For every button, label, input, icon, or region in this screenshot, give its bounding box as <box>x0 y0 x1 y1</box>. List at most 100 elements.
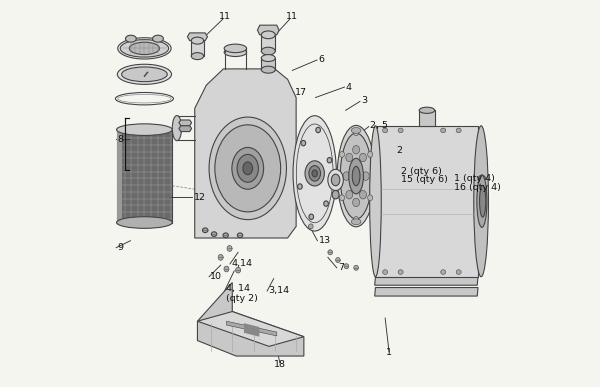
Ellipse shape <box>209 117 286 220</box>
Ellipse shape <box>398 128 403 133</box>
Ellipse shape <box>456 128 461 133</box>
Ellipse shape <box>118 38 171 59</box>
Ellipse shape <box>351 219 361 224</box>
Ellipse shape <box>309 166 320 181</box>
Ellipse shape <box>309 214 314 219</box>
Polygon shape <box>376 126 478 277</box>
Text: 18: 18 <box>274 360 286 369</box>
Ellipse shape <box>362 172 369 180</box>
Ellipse shape <box>440 270 446 274</box>
Text: 4,14: 4,14 <box>231 259 252 269</box>
Ellipse shape <box>354 265 358 270</box>
Polygon shape <box>244 323 259 337</box>
Ellipse shape <box>120 40 169 57</box>
Ellipse shape <box>340 195 344 200</box>
Polygon shape <box>116 130 172 223</box>
Ellipse shape <box>172 115 182 140</box>
Ellipse shape <box>224 266 229 272</box>
Ellipse shape <box>130 42 160 55</box>
Text: (qty 2): (qty 2) <box>226 294 257 303</box>
Ellipse shape <box>368 195 373 200</box>
Ellipse shape <box>227 246 232 252</box>
Text: 9: 9 <box>118 243 124 252</box>
Ellipse shape <box>211 232 217 236</box>
Ellipse shape <box>398 270 403 274</box>
Ellipse shape <box>261 47 275 55</box>
Ellipse shape <box>346 190 353 199</box>
Ellipse shape <box>331 174 340 186</box>
Ellipse shape <box>440 128 446 133</box>
Polygon shape <box>197 283 304 356</box>
Ellipse shape <box>215 125 281 212</box>
Ellipse shape <box>237 154 259 182</box>
Text: 4: 4 <box>346 82 352 92</box>
Text: 2 (qty 6): 2 (qty 6) <box>401 166 442 176</box>
Ellipse shape <box>261 55 275 62</box>
Ellipse shape <box>125 35 136 42</box>
Text: 1 (qty 4): 1 (qty 4) <box>454 173 495 183</box>
Ellipse shape <box>261 66 275 73</box>
Text: 10: 10 <box>210 272 222 281</box>
Ellipse shape <box>312 170 317 177</box>
Bar <box>191 41 203 56</box>
Ellipse shape <box>236 267 241 273</box>
Polygon shape <box>116 130 122 223</box>
Ellipse shape <box>340 151 344 157</box>
Ellipse shape <box>337 125 375 227</box>
Ellipse shape <box>359 190 367 199</box>
Bar <box>261 58 275 70</box>
Ellipse shape <box>346 153 353 162</box>
Ellipse shape <box>383 128 388 133</box>
Ellipse shape <box>332 190 339 199</box>
Polygon shape <box>179 120 191 126</box>
Text: 2, 5: 2, 5 <box>370 121 388 130</box>
Ellipse shape <box>343 172 350 180</box>
Polygon shape <box>187 33 208 41</box>
Text: 3: 3 <box>361 96 367 105</box>
Ellipse shape <box>335 258 340 262</box>
Ellipse shape <box>301 140 305 146</box>
Ellipse shape <box>324 201 328 206</box>
Ellipse shape <box>370 126 381 277</box>
Text: 13: 13 <box>319 236 331 245</box>
Polygon shape <box>195 69 296 238</box>
Ellipse shape <box>191 53 203 60</box>
Ellipse shape <box>116 124 172 135</box>
Ellipse shape <box>223 233 229 238</box>
Ellipse shape <box>327 158 332 163</box>
Ellipse shape <box>116 217 172 228</box>
Text: 8: 8 <box>118 135 124 144</box>
Ellipse shape <box>202 228 208 233</box>
Text: 15 (qty 6): 15 (qty 6) <box>401 175 448 185</box>
Ellipse shape <box>352 166 360 186</box>
Ellipse shape <box>316 127 320 133</box>
Ellipse shape <box>419 107 434 113</box>
Ellipse shape <box>218 255 223 260</box>
Polygon shape <box>179 126 191 132</box>
Polygon shape <box>374 288 478 296</box>
Ellipse shape <box>118 64 172 84</box>
Ellipse shape <box>474 126 488 277</box>
Ellipse shape <box>353 216 359 222</box>
Text: 1: 1 <box>386 348 392 358</box>
Text: 7: 7 <box>338 263 344 272</box>
Ellipse shape <box>351 128 361 133</box>
Ellipse shape <box>238 233 243 238</box>
Text: 16 (qty 4): 16 (qty 4) <box>454 183 501 192</box>
Text: 3,14: 3,14 <box>268 286 289 295</box>
Ellipse shape <box>479 185 486 217</box>
Ellipse shape <box>152 35 163 42</box>
Ellipse shape <box>456 270 461 274</box>
Text: 12: 12 <box>194 193 206 202</box>
Ellipse shape <box>293 116 337 231</box>
Bar <box>261 35 275 51</box>
Ellipse shape <box>308 224 313 229</box>
Polygon shape <box>257 25 279 35</box>
Text: 11: 11 <box>218 12 230 21</box>
Ellipse shape <box>349 158 364 194</box>
Ellipse shape <box>305 161 325 186</box>
Ellipse shape <box>224 44 247 53</box>
Ellipse shape <box>191 37 203 44</box>
Ellipse shape <box>328 169 343 190</box>
Ellipse shape <box>383 270 388 274</box>
